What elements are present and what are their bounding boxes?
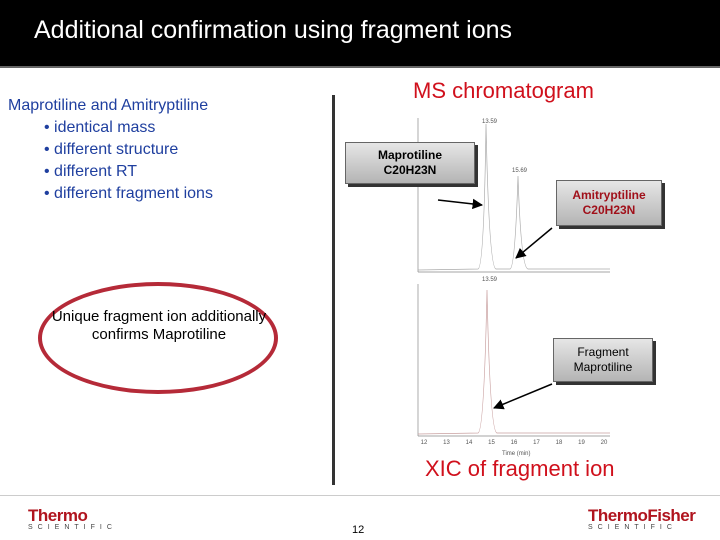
x-tick-label: 19 [578, 440, 585, 446]
arrow [493, 383, 553, 410]
page-number: 12 [352, 524, 365, 536]
box-text: Maprotiline C20H23N [377, 148, 442, 177]
trace [417, 123, 610, 271]
header-bar [0, 0, 720, 68]
label-box: Maprotiline C20H23N [345, 142, 475, 184]
panel-caption: XIC of fragment ion [425, 456, 615, 481]
peak-label: 13.59 [482, 277, 498, 283]
x-tick-label: 17 [533, 440, 540, 446]
x-tick-label: 20 [601, 440, 608, 446]
box-text: Fragment Maprotiline [573, 345, 633, 374]
x-tick-label: 12 [421, 440, 428, 446]
bullet: • identical mass [44, 119, 156, 136]
peak-label: 13.59 [482, 119, 498, 125]
box-text: Amitryptiline C20H23N [572, 188, 646, 217]
ellipse [38, 282, 278, 394]
panel-title: MS chromatogram [413, 78, 594, 103]
divider [332, 95, 335, 485]
peak-label: 15.69 [512, 168, 528, 174]
arrow [437, 198, 484, 210]
x-tick-label: 18 [556, 440, 563, 446]
logo: ThermoFisher [588, 506, 696, 525]
label-box: Amitryptiline C20H23N [556, 180, 662, 226]
label-box: Fragment Maprotiline [553, 338, 653, 382]
trace [417, 289, 610, 435]
x-tick-label: 15 [488, 440, 495, 446]
bullet: • different structure [44, 141, 179, 158]
slide-title: Additional confirmation using fragment i… [34, 16, 513, 44]
footer-line [0, 495, 720, 496]
logo-sub: SCIENTIFIC [588, 524, 677, 531]
bullet: • different fragment ions [44, 185, 213, 202]
logo: Thermo [28, 506, 88, 525]
logo-sub: SCIENTIFIC [28, 524, 117, 531]
chromatogram: 13.59 15.69 13.59 12 13 14 15 16 17 18 19 20 Tim… [417, 118, 610, 457]
x-tick-label: 13 [443, 440, 450, 446]
x-tick-label: 14 [466, 440, 473, 446]
bullet: • different RT [44, 163, 138, 180]
x-axis-title: Time (min) [502, 451, 530, 457]
arrow [515, 227, 553, 259]
x-tick-label: 16 [511, 440, 518, 446]
callout-text: Unique fragment ion additionally confirm… [51, 308, 267, 343]
heading: Maprotiline and Amitryptiline [8, 97, 209, 114]
